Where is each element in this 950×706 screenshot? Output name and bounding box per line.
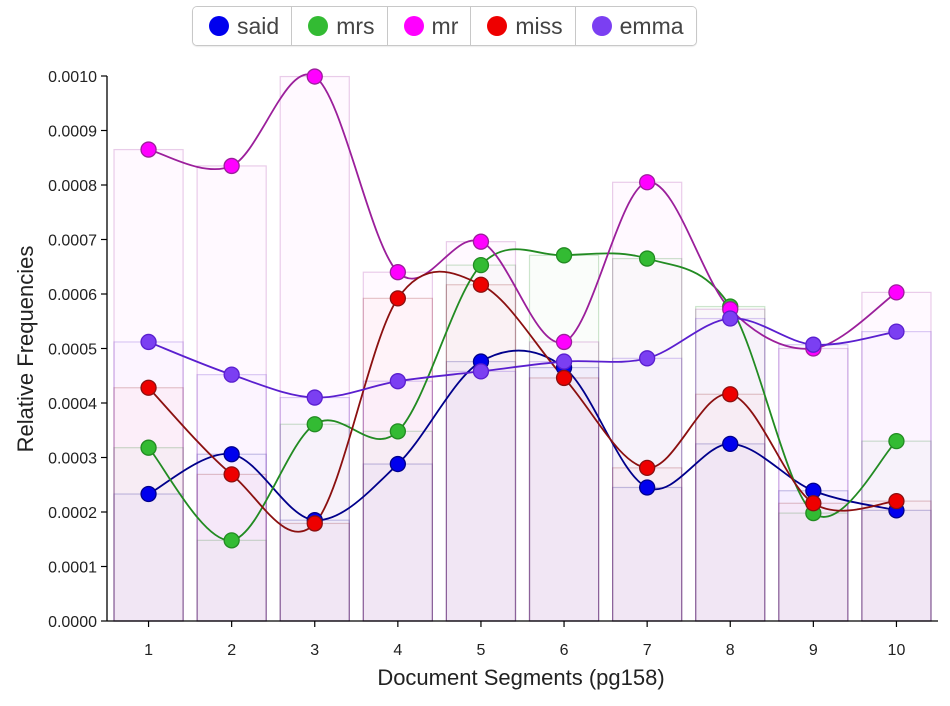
point-mrs-7 xyxy=(639,250,656,267)
bar-emma-4 xyxy=(362,380,433,622)
y-tick-label: 0.0007 xyxy=(48,233,97,250)
point-mr-10 xyxy=(888,284,905,301)
point-mrs-10 xyxy=(888,432,905,450)
y-tick-label: 0.0008 xyxy=(48,178,97,195)
legend-label-mrs: mrs xyxy=(336,12,375,39)
y-tick-label: 0.0004 xyxy=(48,396,97,413)
point-emma-5 xyxy=(472,363,490,380)
legend-item-mrs[interactable]: mrs xyxy=(292,7,388,45)
series-line-miss xyxy=(147,270,897,533)
x-axis-title: Document Segments (pg158) xyxy=(377,665,664,690)
point-emma-7 xyxy=(639,350,656,367)
point-emma-4 xyxy=(389,373,407,390)
point-mr-3 xyxy=(306,68,323,85)
point-emma-3 xyxy=(306,389,323,406)
x-tick-label: 10 xyxy=(888,642,906,659)
point-emma-9 xyxy=(805,336,822,353)
legend-item-said[interactable]: said xyxy=(193,7,293,45)
legend-label-said: said xyxy=(237,12,280,39)
legend-item-miss[interactable]: miss xyxy=(471,7,576,45)
point-mrs-4 xyxy=(389,423,407,440)
y-tick-label: 0.0009 xyxy=(48,124,97,141)
miss-swatch-icon xyxy=(487,16,508,36)
x-tick-label: 5 xyxy=(476,642,485,659)
point-miss-4 xyxy=(389,290,407,307)
x-tick-label: 8 xyxy=(726,642,735,659)
point-emma-6 xyxy=(555,353,573,370)
point-mr-7 xyxy=(639,174,656,191)
x-tick-label: 4 xyxy=(393,642,402,659)
x-tick-label: 2 xyxy=(227,642,236,659)
point-miss-5 xyxy=(472,276,490,293)
point-miss-8 xyxy=(722,386,739,403)
chart-legend: said mrs mr miss emma xyxy=(192,6,697,46)
mr-swatch-icon xyxy=(403,16,424,36)
x-tick-label: 3 xyxy=(310,642,319,659)
bar-emma-10 xyxy=(861,331,932,622)
said-swatch-icon xyxy=(209,16,229,36)
point-emma-10 xyxy=(888,323,905,340)
point-miss-7 xyxy=(639,459,656,477)
point-mr-6 xyxy=(555,333,573,351)
point-miss-1 xyxy=(140,379,157,396)
legend-item-emma[interactable]: emma xyxy=(575,7,696,45)
point-said-4 xyxy=(389,455,407,473)
axes: 0.0000 0.0001 0.0002 0.0003 0.0004 0.0005 0.00… xyxy=(48,69,938,659)
point-said-2 xyxy=(223,446,240,463)
y-tick-label: 0.0003 xyxy=(48,451,97,468)
point-miss-3 xyxy=(306,515,323,532)
point-said-1 xyxy=(140,485,157,503)
point-mr-5 xyxy=(472,233,490,250)
point-mrs-3 xyxy=(306,416,323,433)
point-mr-2 xyxy=(223,157,240,175)
point-mr-1 xyxy=(140,141,157,158)
emma-swatch-icon xyxy=(591,16,612,36)
x-tick-label: 6 xyxy=(560,642,569,659)
x-tick-label: 9 xyxy=(809,642,818,659)
legend-item-mr[interactable]: mr xyxy=(387,7,472,45)
point-emma-1 xyxy=(140,333,157,351)
point-mrs-1 xyxy=(140,439,157,456)
point-mrs-6 xyxy=(555,247,573,264)
point-miss-10 xyxy=(888,492,905,510)
y-tick-label: 0.0006 xyxy=(48,287,97,304)
y-tick-label: 0.0010 xyxy=(48,69,97,86)
point-emma-2 xyxy=(223,366,240,383)
legend-label-mr: mr xyxy=(431,12,459,39)
series-points xyxy=(140,68,905,549)
point-mr-4 xyxy=(389,264,407,281)
y-tick-label: 0.0002 xyxy=(48,505,97,522)
series-line-said xyxy=(148,349,897,522)
legend-label-emma: emma xyxy=(619,12,684,39)
point-mrs-5 xyxy=(472,256,490,274)
series-line-emma xyxy=(148,317,897,399)
point-said-8 xyxy=(722,435,739,453)
mrs-swatch-icon xyxy=(308,16,329,36)
point-emma-8 xyxy=(722,310,739,327)
y-axis-title: Relative Frequencies xyxy=(13,246,38,453)
bar-emma-5 xyxy=(445,370,517,622)
legend-label-miss: miss xyxy=(515,12,563,39)
series-line-mrs xyxy=(147,248,898,542)
y-tick-label: 0.0000 xyxy=(48,614,97,631)
series-line-mr xyxy=(148,73,897,350)
point-mrs-2 xyxy=(223,532,240,549)
series-lines xyxy=(147,73,898,542)
y-tick-label: 0.0001 xyxy=(48,560,97,577)
x-tick-label: 7 xyxy=(643,642,652,659)
bar-emma-2 xyxy=(196,374,267,622)
point-miss-2 xyxy=(223,466,240,483)
y-tick-label: 0.0005 xyxy=(48,342,97,359)
x-tick-label: 1 xyxy=(144,642,153,659)
point-miss-9 xyxy=(805,495,822,512)
point-said-7 xyxy=(639,479,656,496)
point-miss-6 xyxy=(555,369,573,387)
